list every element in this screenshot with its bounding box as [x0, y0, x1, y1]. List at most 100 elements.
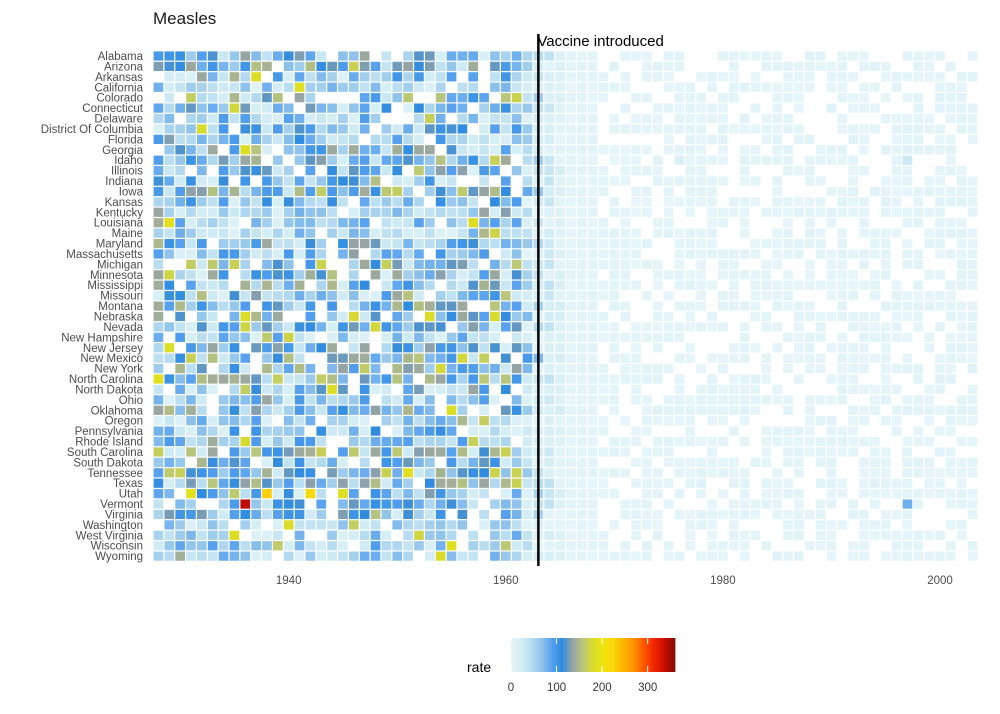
heatmap-cell	[555, 103, 565, 113]
heatmap-cell	[305, 155, 316, 165]
state-label: Connecticut	[82, 103, 144, 115]
heatmap-cell	[956, 322, 967, 332]
heatmap-cell	[772, 61, 783, 72]
heatmap-cell	[164, 395, 175, 405]
heatmap-cell	[207, 186, 218, 197]
heatmap-cell	[544, 405, 555, 415]
heatmap-cell	[424, 395, 435, 405]
legend-color-step	[565, 638, 569, 672]
heatmap-cell	[370, 228, 381, 238]
heatmap-cell	[240, 259, 251, 270]
heatmap-cell	[522, 395, 533, 405]
heatmap-cell	[348, 363, 359, 374]
heatmap-cell	[739, 176, 750, 186]
heatmap-cell	[837, 124, 848, 134]
heatmap-cell	[794, 82, 804, 92]
heatmap-cell	[555, 478, 565, 488]
heatmap-cell	[186, 207, 196, 217]
heatmap-cell	[457, 218, 468, 228]
heatmap-cell	[381, 249, 392, 259]
state-label: Delaware	[94, 114, 143, 126]
heatmap-cell	[435, 93, 446, 103]
heatmap-cell	[327, 186, 337, 197]
legend-color-step	[672, 638, 676, 672]
heatmap-cell	[338, 197, 348, 207]
heatmap-cell	[262, 499, 272, 509]
heatmap-cell	[262, 426, 272, 436]
heatmap-cell	[338, 155, 348, 165]
heatmap-cell	[794, 124, 804, 134]
heatmap-cell	[240, 166, 251, 176]
heatmap-cell	[566, 457, 576, 467]
heatmap-cell	[500, 238, 511, 249]
heatmap-cell	[175, 238, 185, 249]
heatmap-cell	[761, 207, 772, 217]
heatmap-cell	[164, 447, 175, 457]
heatmap-cell	[381, 301, 392, 311]
heatmap-cell	[392, 218, 403, 228]
heatmap-cell	[273, 468, 283, 478]
heatmap-cell	[273, 384, 283, 395]
heatmap-cell	[381, 61, 392, 72]
heatmap-cell	[164, 280, 175, 290]
heatmap-cell	[511, 218, 522, 228]
heatmap-cell	[414, 113, 424, 124]
heatmap-cell	[273, 176, 283, 186]
heatmap-cell	[207, 249, 218, 259]
heatmap-cell	[338, 478, 348, 488]
heatmap-cell	[804, 238, 815, 249]
heatmap-cell	[544, 186, 555, 197]
heatmap-cell	[414, 509, 424, 520]
heatmap-cell	[381, 72, 392, 82]
heatmap-cell	[446, 280, 457, 290]
heatmap-cell	[913, 426, 924, 436]
heatmap-cell	[294, 384, 305, 395]
heatmap-cell	[218, 468, 229, 478]
heatmap-cell	[435, 124, 446, 134]
heatmap-cell	[327, 113, 337, 124]
state-label: Oklahoma	[91, 405, 144, 417]
heatmap-cell	[544, 61, 555, 72]
heatmap-cell	[457, 353, 468, 363]
heatmap-cell	[674, 145, 685, 155]
heatmap-cell	[403, 124, 413, 134]
heatmap-cell	[479, 541, 489, 551]
heatmap-cell	[576, 186, 587, 197]
heatmap-cell	[457, 207, 468, 217]
heatmap-cell	[294, 416, 305, 426]
heatmap-cell	[761, 447, 772, 457]
heatmap-cell	[186, 343, 196, 353]
heatmap-cell	[294, 186, 305, 197]
state-label: Alabama	[98, 51, 144, 63]
heatmap-cell	[761, 259, 772, 270]
legend-color-step	[653, 638, 657, 672]
heatmap-cell	[663, 447, 674, 457]
heatmap-cell	[153, 134, 164, 144]
heatmap-cell	[446, 218, 457, 228]
heatmap-cell	[186, 186, 196, 197]
heatmap-cell	[251, 61, 261, 72]
heatmap-cell	[631, 520, 641, 530]
heatmap-cell	[566, 468, 576, 478]
heatmap-cell	[967, 436, 978, 447]
heatmap-cell	[522, 478, 533, 488]
heatmap-cell	[446, 499, 457, 509]
heatmap-cell	[598, 186, 609, 197]
heatmap-cell	[913, 218, 924, 228]
heatmap-cell	[598, 426, 609, 436]
heatmap-cell	[468, 541, 479, 551]
heatmap-cell	[804, 405, 815, 415]
heatmap-cell	[240, 103, 251, 113]
heatmap-cell	[468, 238, 479, 249]
heatmap-cell	[479, 478, 489, 488]
heatmap-cell	[153, 541, 164, 551]
heatmap-cell	[783, 530, 793, 540]
heatmap-cell	[696, 520, 707, 530]
heatmap-cell	[924, 457, 934, 467]
heatmap-cell	[566, 51, 576, 61]
heatmap-cell	[283, 51, 294, 61]
heatmap-cell	[197, 186, 207, 197]
heatmap-cell	[544, 291, 555, 301]
heatmap-cell	[414, 166, 424, 176]
heatmap-cell	[576, 489, 587, 499]
